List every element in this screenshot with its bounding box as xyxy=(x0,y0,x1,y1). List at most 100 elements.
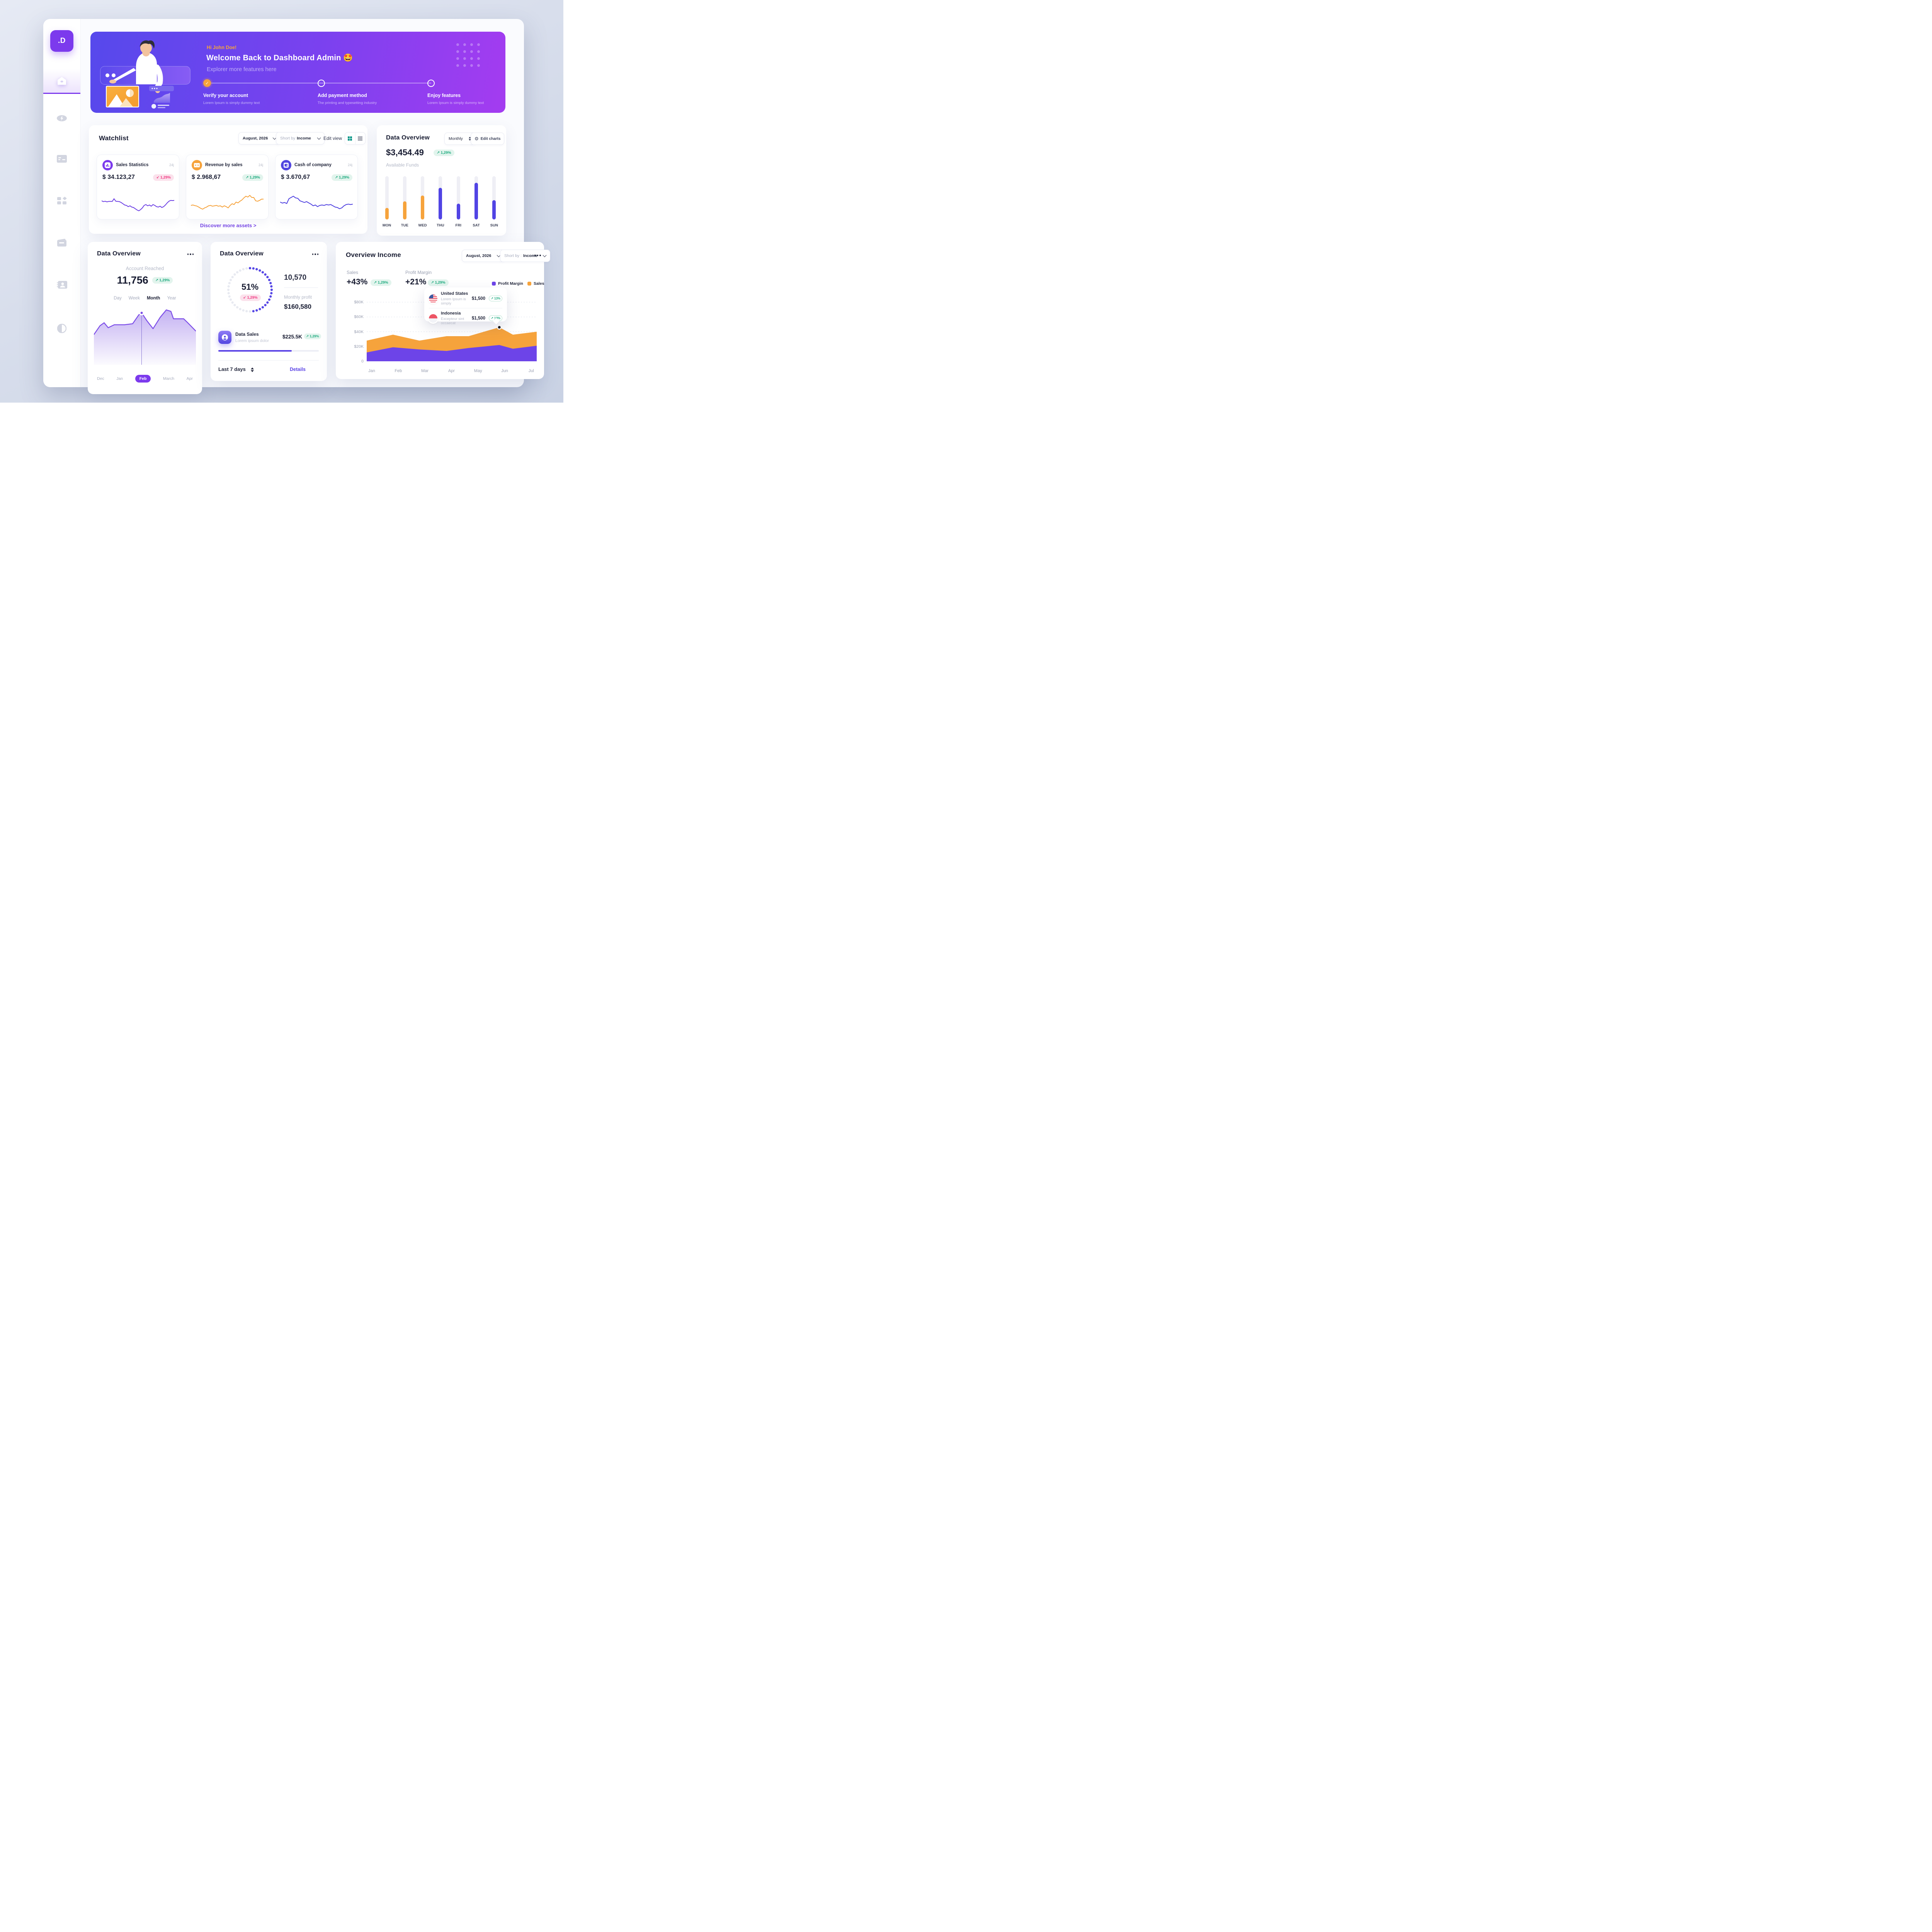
bar-label: WED xyxy=(418,223,427,228)
bar-fill xyxy=(492,200,496,219)
chart-tooltip: United States Lorem Ipsum is simply $1,5… xyxy=(424,287,507,325)
divider xyxy=(218,360,319,361)
watchlist-card-period: 24j xyxy=(258,163,263,167)
welcome-banner: Hi John Doe! Welcome Back to Dashboard A… xyxy=(90,32,505,113)
income-sort-select[interactable]: Short by : Income xyxy=(500,250,550,262)
indonesia-flag-icon xyxy=(429,314,437,323)
bar-fill xyxy=(421,196,425,219)
data-sales-change-badge: ↗ 1,29% xyxy=(304,333,321,339)
tab-week[interactable]: Week xyxy=(128,296,140,301)
more-menu-icon[interactable] xyxy=(534,255,541,256)
revenue-by-sales-icon xyxy=(192,160,202,170)
weekly-bars-chart: MON TUE WED THU FRI SAT SUN xyxy=(377,176,506,228)
legend-profit-margin: Profit Margin xyxy=(492,281,523,286)
data-sales-desc: Lorem ipsum dolor xyxy=(235,338,269,343)
list-view-button[interactable] xyxy=(355,133,366,144)
step-1-label: Verify your account xyxy=(203,93,248,98)
step-2-label: Add payment method xyxy=(318,93,367,98)
decor-dots-grid xyxy=(456,43,480,67)
watchlist-edit-view[interactable]: Edit view xyxy=(323,136,342,141)
app-logo-text: .D xyxy=(58,37,66,45)
app-logo[interactable]: .D xyxy=(50,30,73,52)
profit-overview-card: Data Overview 51% ↙ 1,29% 10,570 Monthly… xyxy=(211,242,327,381)
y-axis-tick: $20K xyxy=(354,344,364,349)
bar-label: TUE xyxy=(401,223,408,228)
x-axis-label: May xyxy=(474,369,482,373)
y-axis-tick: $80K xyxy=(354,300,364,304)
monthly-profit-label: Monthly profit xyxy=(284,294,312,300)
wallet-icon xyxy=(57,238,66,247)
month-select-value: August, 2026 xyxy=(466,253,492,258)
bar-track xyxy=(439,176,442,219)
tooltip-value: $1,500 xyxy=(471,296,486,301)
overview-income-card: Overview Income August, 2026 Short by :I… xyxy=(336,242,550,379)
sidebar-item-apps[interactable] xyxy=(43,192,80,209)
sales-stat-label: Sales xyxy=(347,270,359,275)
data-sales-progress-fill xyxy=(218,350,292,352)
profit-count: 10,570 xyxy=(284,274,307,282)
watchlist-card-title: Sales Statistics xyxy=(116,163,149,167)
watchlist-month-select[interactable]: August, 2026 xyxy=(238,132,280,145)
step-2-circle[interactable] xyxy=(318,80,325,87)
data-sales-value: $225.5K xyxy=(282,334,303,340)
bar-fill xyxy=(385,208,389,219)
sidebar: .D xyxy=(43,19,81,387)
account-reached-card: Data Overview Account Reached 11,756 ↗ 1… xyxy=(88,242,202,394)
sidebar-item-home[interactable] xyxy=(43,69,80,94)
profit-card-title: Data Overview xyxy=(220,250,264,257)
details-link[interactable]: Details xyxy=(290,367,306,372)
banner-greeting: Hi John Doe! xyxy=(207,45,237,50)
x-axis-label: Mar xyxy=(421,369,429,373)
x-axis-label: Jul xyxy=(528,369,534,373)
grid-view-button[interactable] xyxy=(345,133,355,144)
month-jan[interactable]: Jan xyxy=(116,376,123,381)
bar-track xyxy=(385,176,389,219)
bar-fill xyxy=(403,201,406,219)
watchlist-panel: Watchlist August, 2026 Short by Income Ed… xyxy=(89,125,367,234)
watchlist-card-change-badge: ↗ 1,29% xyxy=(242,174,263,181)
updown-caret-icon xyxy=(469,137,471,141)
tab-day[interactable]: Day xyxy=(114,296,122,301)
funds-overview-panel: Data Overview Monthly ⚙ Edit charts $3,4… xyxy=(377,125,506,236)
watchlist-card-revenue-by-sales[interactable]: Revenue by sales 24j $ 2.968,67 ↗ 1,29% xyxy=(186,155,269,219)
discover-more-link[interactable]: Discover more assets > xyxy=(200,223,257,228)
more-menu-icon[interactable] xyxy=(187,253,194,255)
tab-month[interactable]: Month xyxy=(146,296,160,301)
contact-card-icon xyxy=(56,281,67,289)
sidebar-item-activity[interactable] xyxy=(43,110,80,127)
legend-label: Sales xyxy=(534,281,544,286)
income-month-select[interactable]: August, 2026 xyxy=(462,250,504,262)
watchlist-card-title: Revenue by sales xyxy=(205,163,243,167)
edit-charts-button[interactable]: ⚙ Edit charts xyxy=(471,133,505,145)
banner-title: Welcome Back to Dashboard Admin 🤩 xyxy=(206,54,353,62)
x-axis-label: Jan xyxy=(368,369,375,373)
month-dec[interactable]: Dec xyxy=(97,376,104,381)
last-7-days-control[interactable]: Last 7 days xyxy=(218,366,254,372)
watchlist-card-cash-of-company[interactable]: Cash of company 24j $ 3.670,67 ↗ 1,29% xyxy=(275,155,358,219)
month-apr[interactable]: Apr xyxy=(186,376,193,381)
funds-period-select[interactable]: Monthly xyxy=(444,133,475,145)
watchlist-sort-select[interactable]: Short by Income xyxy=(276,132,325,145)
chevron-down-icon xyxy=(543,253,547,257)
sidebar-item-contacts[interactable] xyxy=(43,276,80,293)
check-icon: ✓ xyxy=(205,81,209,86)
sidebar-item-wallet[interactable] xyxy=(43,234,80,251)
sort-prefix: Short by xyxy=(280,136,296,141)
sidebar-item-theme-toggle[interactable] xyxy=(43,320,80,337)
more-menu-icon[interactable] xyxy=(312,253,318,255)
range-tabs: Day Week Month Year xyxy=(88,296,202,301)
month-feb-active[interactable]: Feb xyxy=(135,375,151,383)
tooltip-desc: Excepteur sint occaecat xyxy=(441,317,464,325)
sidebar-item-cards[interactable] xyxy=(43,150,80,167)
cash-of-company-icon xyxy=(281,160,291,170)
month-march[interactable]: March xyxy=(163,376,175,381)
watchlist-card-sales-statistics[interactable]: Sales Statistics 24j $ 34.123,27 ↙ 1,29% xyxy=(97,155,179,219)
step-3-label: Enjoy features xyxy=(427,93,461,98)
step-3-circle[interactable] xyxy=(427,80,435,87)
legend-label: Profit Margin xyxy=(498,281,523,286)
tab-year[interactable]: Year xyxy=(167,296,176,301)
data-sales-progress-track xyxy=(218,350,319,352)
step-1-circle[interactable]: ✓ xyxy=(203,79,211,87)
list-view-icon xyxy=(358,136,363,141)
home-icon xyxy=(58,77,66,85)
